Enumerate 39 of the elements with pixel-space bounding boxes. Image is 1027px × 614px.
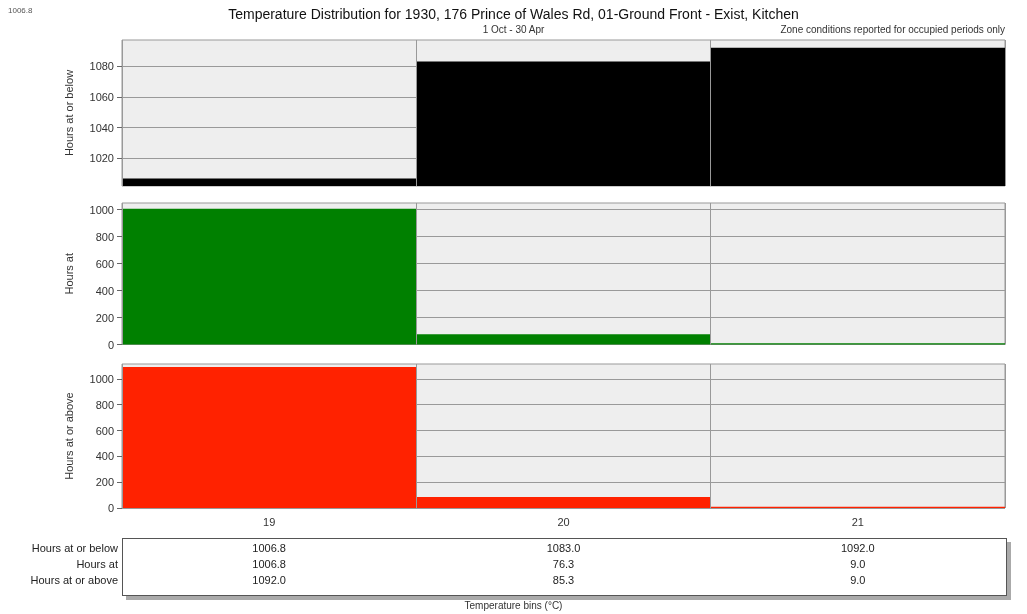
y-tick-label: 800 xyxy=(95,230,114,243)
text: 1006.8 xyxy=(8,5,34,15)
y-tick-label: 1020 xyxy=(89,152,114,165)
text: Hours at or above xyxy=(30,574,118,586)
y-axis-title: Hours at xyxy=(62,252,75,295)
data-label: 9.0 xyxy=(849,558,867,570)
y-axis-title: Hours at or below xyxy=(62,69,75,157)
data-label: 76.3 xyxy=(551,558,576,570)
data-label: 1083.0 xyxy=(545,542,582,554)
y-tick-label: 1000 xyxy=(89,372,114,385)
y-tick-label: 200 xyxy=(95,311,114,324)
y-axis-title: Hours at or above xyxy=(62,392,75,480)
y-tick-label: 400 xyxy=(95,450,114,463)
x-tick-label: 20 xyxy=(557,515,570,528)
y-tick-label: 1060 xyxy=(89,90,114,103)
chart-subtitle: 1 Oct - 30 Apr xyxy=(482,23,546,35)
data-label: 1092.0 xyxy=(251,574,287,586)
y-tick-label: 400 xyxy=(95,284,114,297)
text: Hours at or below xyxy=(31,542,118,554)
y-tick-label: 600 xyxy=(95,257,114,270)
data-label: 1006.8 xyxy=(251,542,287,554)
y-tick-label: 200 xyxy=(95,476,114,489)
x-tick-label: 21 xyxy=(851,515,864,528)
data-label: 85.3 xyxy=(551,574,576,586)
chart-title: Temperature Distribution for 1930, 176 Prince of Wales Rd, 01-Ground Front - Exist, Kitchen xyxy=(228,6,799,22)
data-label: 1006.8 xyxy=(251,558,287,570)
y-tick-label: 800 xyxy=(95,398,114,411)
y-tick-label: 0 xyxy=(107,338,114,351)
y-tick-label: 600 xyxy=(95,424,114,437)
x-axis-title: Temperature bins (°C) xyxy=(463,600,564,611)
text: Zone conditions reported for occupied periods only xyxy=(780,23,1005,35)
data-label: 1092.0 xyxy=(840,542,876,554)
y-tick-label: 0 xyxy=(107,502,114,514)
y-tick-label: 1000 xyxy=(89,203,114,216)
y-tick-label: 1040 xyxy=(89,121,114,134)
text: Hours at xyxy=(76,558,118,570)
x-tick-label: 19 xyxy=(263,515,276,528)
data-label: 9.0 xyxy=(849,574,867,586)
y-tick-label: 1080 xyxy=(89,60,114,73)
